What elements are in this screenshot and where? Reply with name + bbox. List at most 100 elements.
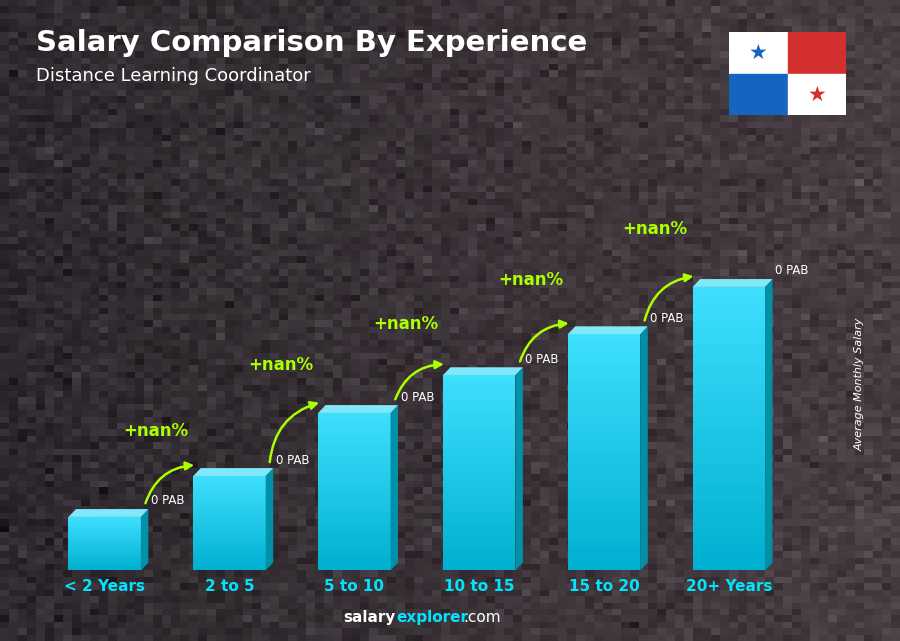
Bar [318,504,391,508]
Bar [693,344,765,351]
Bar [693,563,765,570]
Bar [68,525,141,526]
Bar [443,438,516,444]
Bar [194,476,266,478]
Text: +nan%: +nan% [123,422,188,440]
Bar [194,523,266,526]
Bar [693,506,765,514]
Bar [443,497,516,502]
Bar [788,74,846,115]
Bar [68,558,141,560]
Bar [68,520,141,521]
Bar [568,512,640,517]
Bar [693,329,765,337]
Bar [693,422,765,429]
Bar [194,561,266,563]
Bar [443,512,516,517]
Bar [443,390,516,395]
Bar [693,372,765,379]
Polygon shape [266,468,274,570]
Bar [443,385,516,390]
Polygon shape [391,405,398,570]
Bar [194,535,266,537]
Bar [693,287,765,294]
Bar [194,490,266,492]
Bar [693,415,765,422]
Bar [68,556,141,557]
Bar [68,540,141,541]
Bar [693,535,765,542]
Bar [729,74,788,115]
Bar [693,401,765,408]
Bar [318,488,391,492]
Bar [194,483,266,485]
Bar [318,547,391,551]
Bar [68,544,141,545]
Polygon shape [568,326,648,334]
Bar [443,463,516,468]
Bar [318,440,391,444]
Bar [318,499,391,504]
Polygon shape [318,405,398,413]
Bar [194,492,266,495]
Bar [693,351,765,358]
Polygon shape [443,367,523,375]
Bar [693,322,765,329]
Text: ★: ★ [749,43,768,63]
Bar [318,551,391,554]
Bar [693,556,765,563]
Bar [194,530,266,533]
Bar [443,414,516,419]
Bar [194,554,266,556]
Bar [568,470,640,476]
Bar [443,565,516,570]
Bar [568,376,640,381]
Bar [194,497,266,499]
Bar [693,450,765,457]
Bar [194,544,266,547]
Bar [729,32,788,74]
Bar [568,346,640,352]
Bar [318,559,391,563]
Bar [318,444,391,449]
Bar [318,512,391,515]
Bar [568,358,640,363]
Bar [194,549,266,552]
Bar [194,499,266,502]
Bar [568,340,640,346]
Bar [318,429,391,433]
Bar [443,458,516,463]
Bar [68,535,141,536]
Bar [68,531,141,533]
Polygon shape [68,509,148,517]
Bar [693,499,765,506]
Bar [194,478,266,481]
Bar [443,395,516,399]
Bar [318,495,391,499]
Bar [693,464,765,471]
Bar [443,561,516,565]
Bar [568,381,640,387]
Bar [568,363,640,370]
Text: Average Monthly Salary: Average Monthly Salary [854,318,865,451]
Text: 0 PAB: 0 PAB [526,353,559,366]
Bar [68,521,141,522]
Bar [693,436,765,443]
Bar [318,554,391,559]
Bar [568,435,640,440]
Bar [443,517,516,522]
Bar [194,540,266,542]
Bar [194,556,266,559]
Bar [693,492,765,499]
Bar [568,529,640,535]
Bar [568,559,640,565]
Bar [68,546,141,547]
Bar [318,519,391,523]
Text: Distance Learning Coordinator: Distance Learning Coordinator [36,67,310,85]
Bar [568,394,640,399]
Bar [68,517,141,519]
Text: 0 PAB: 0 PAB [275,454,310,467]
Bar [194,533,266,535]
Bar [443,473,516,478]
Bar [68,565,141,567]
